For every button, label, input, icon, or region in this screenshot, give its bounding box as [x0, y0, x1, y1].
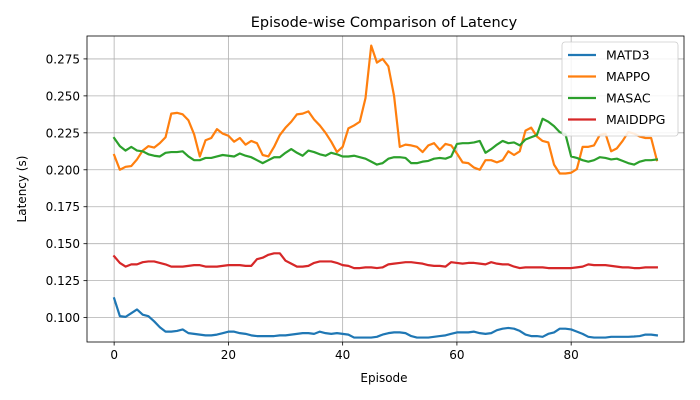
legend-box [561, 41, 679, 137]
x-axis-label: Episode [360, 371, 407, 385]
legend-label-masac: MASAC [606, 91, 651, 106]
chart-title: Episode-wise Comparison of Latency [251, 15, 518, 31]
legend-label-matd3: MATD3 [606, 48, 650, 63]
x-tick-label: 0 [110, 348, 118, 362]
plot-frame [86, 35, 685, 343]
y-tick-label: 0.150 [46, 237, 80, 251]
x-tick-label: 60 [449, 348, 464, 362]
legend-label-maiddpg: MAIDDPG [606, 112, 666, 127]
y-tick-label: 0.125 [46, 274, 80, 288]
y-tick-label: 0.100 [46, 311, 80, 325]
x-tick-label: 20 [221, 348, 236, 362]
y-tick-label: 0.250 [46, 89, 80, 103]
x-tick-label: 80 [564, 348, 579, 362]
series-line-masac [112, 117, 659, 166]
y-tick-label: 0.275 [46, 52, 80, 66]
legend: MATD3 MAPPO MASAC MAIDDPG [561, 41, 679, 137]
y-axis-label: Latency (s) [15, 156, 29, 223]
series-line-matd3 [112, 297, 659, 339]
y-tick-label: 0.175 [46, 200, 80, 214]
series-line-mappo [112, 44, 659, 175]
x-tick-label: 40 [335, 348, 350, 362]
x-axis: 0 20 40 60 80 [110, 342, 579, 362]
series-line-maiddpg [112, 252, 658, 270]
y-tick-label: 0.225 [46, 126, 80, 140]
legend-label-mappo: MAPPO [606, 69, 650, 84]
y-tick-label: 0.200 [46, 163, 80, 177]
y-axis: 0.100 0.125 0.150 0.175 0.200 0.225 0.250 0.275 [46, 52, 87, 325]
series-lines [112, 44, 659, 339]
